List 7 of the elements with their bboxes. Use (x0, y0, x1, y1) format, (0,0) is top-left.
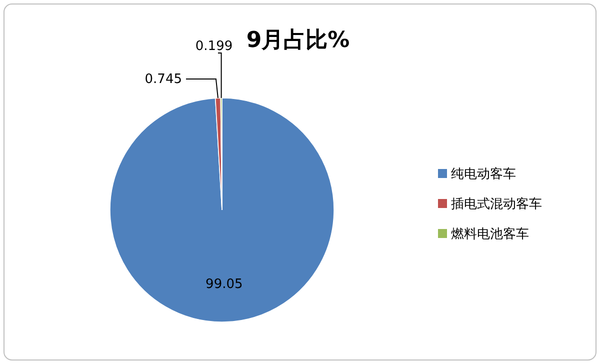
legend-label: 纯电动客车 (451, 166, 516, 182)
data-label: 0.199 (195, 39, 233, 54)
data-label: 0.745 (144, 72, 182, 87)
legend-label: 插电式混动客车 (451, 196, 542, 212)
legend-label: 燃料电池客车 (451, 226, 529, 242)
chart-title: 9月占比% (246, 28, 350, 53)
data-label: 99.05 (206, 276, 243, 292)
